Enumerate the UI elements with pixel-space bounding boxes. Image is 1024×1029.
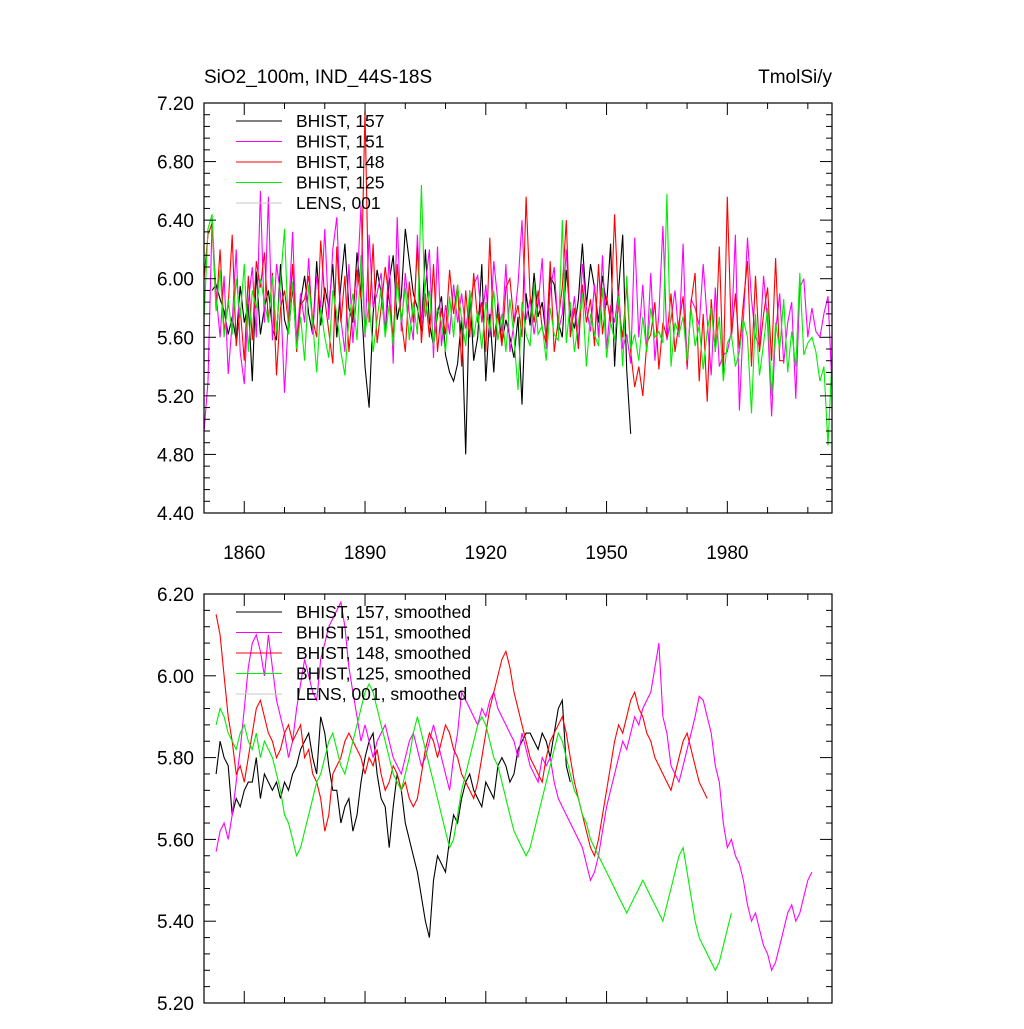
- y-tick-label: 5.60: [157, 830, 194, 851]
- series-line-2: [215, 614, 708, 858]
- legend-label-4: LENS, 001: [296, 193, 381, 213]
- y-ticks: [204, 102, 832, 514]
- legend-label-4: LENS, 001, smoothed: [296, 684, 467, 704]
- legend-label-2: BHIST, 148: [296, 152, 385, 172]
- plot-frame: [203, 102, 833, 514]
- series-line-3: [204, 184, 832, 446]
- y-tick-label: 7.20: [157, 94, 194, 115]
- x-ticks: [203, 103, 809, 513]
- legend-label-0: BHIST, 157: [296, 111, 385, 131]
- bottom-panel: 5.20 5.40 5.60 5.80 6.00 6.20 BHIST, 157, smoo…: [157, 585, 833, 1015]
- y-tick-label: 6.40: [157, 211, 194, 232]
- legend-label-0: BHIST, 157, smoothed: [296, 602, 471, 622]
- series-lines: [215, 600, 813, 972]
- series-line-0: [215, 698, 571, 938]
- x-tick-label: 1980: [706, 543, 748, 564]
- y-tick-label: 5.20: [157, 994, 194, 1015]
- x-tick-label: 1920: [465, 543, 507, 564]
- x-tick-label: 1890: [344, 543, 386, 564]
- y-tick-label: 6.00: [157, 667, 194, 688]
- series-line-2: [204, 110, 784, 402]
- x-tick-label: 1950: [585, 543, 627, 564]
- series-line-3: [215, 682, 732, 972]
- legend-label-2: BHIST, 148, smoothed: [296, 643, 471, 663]
- legend-label-3: BHIST, 125: [296, 173, 385, 193]
- x-ticks: [203, 594, 809, 1003]
- x-tick-label: 1860: [223, 543, 265, 564]
- y-tick-label: 5.60: [157, 328, 194, 349]
- series-lines: [204, 110, 832, 455]
- legend-label-1: BHIST, 151: [296, 132, 385, 152]
- legend-label-1: BHIST, 151, smoothed: [296, 623, 471, 643]
- series-line-1: [204, 190, 832, 433]
- figure-title-left: SiO2_100m, IND_44S-18S: [204, 67, 432, 88]
- y-tick-label: 5.20: [157, 387, 194, 408]
- y-ticks: [204, 593, 832, 1004]
- y-tick-label: 4.80: [157, 445, 194, 466]
- y-tick-label: 5.80: [157, 749, 194, 770]
- plot-frame: [203, 593, 833, 1004]
- y-tick-label: 6.80: [157, 153, 194, 174]
- y-tick-label: 6.20: [157, 585, 194, 606]
- y-tick-label: 6.00: [157, 270, 194, 291]
- legend-label-3: BHIST, 125, smoothed: [296, 664, 471, 684]
- figure-title-right: TmolSi/y: [758, 67, 832, 88]
- series-line-1: [215, 600, 813, 972]
- top-panel: 1860 1890 1920 1950 1980 4.40 4.80 5.20 5.60 6.00…: [157, 94, 833, 564]
- y-tick-label: 5.40: [157, 912, 194, 933]
- y-tick-label: 4.40: [157, 504, 194, 525]
